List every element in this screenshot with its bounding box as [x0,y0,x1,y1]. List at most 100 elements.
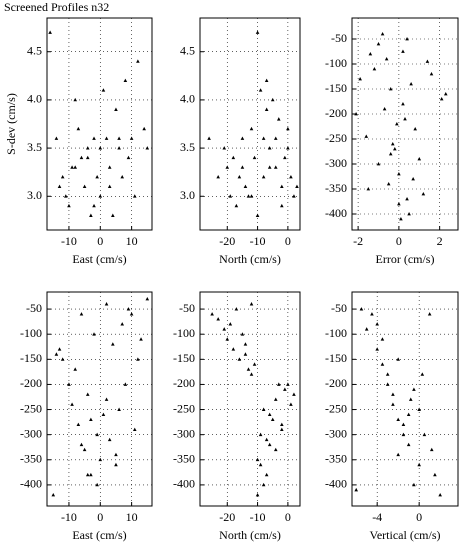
point [67,382,71,386]
point [57,347,62,351]
x-axis-label: Vertical (cm/s) [370,528,441,542]
x-tick-label: 10 [126,234,138,248]
point [411,177,415,181]
y-tick-label: -300 [173,426,195,440]
point [237,175,242,179]
point [85,472,90,477]
y-tick-label: 4.0 [180,92,195,106]
point [126,155,131,160]
point [391,392,395,396]
y-tick-label: -150 [325,351,347,365]
point [255,30,260,34]
point [117,407,121,411]
point [249,372,254,376]
point [258,432,263,437]
point [399,217,403,221]
point [98,457,103,462]
point [412,387,416,391]
x-tick-label: -20 [219,510,235,524]
point [273,165,278,169]
point [114,452,118,457]
point [136,357,140,361]
point [48,30,52,34]
point [264,78,269,83]
point [243,342,248,346]
point [95,482,99,487]
point [385,372,390,376]
point [51,492,56,497]
y-tick-label: -150 [20,351,42,365]
point [264,472,269,477]
point [401,102,405,106]
point [286,382,290,386]
point [225,337,230,341]
point [420,372,425,376]
point [375,347,379,351]
y-tick-label: -250 [173,401,195,415]
point [376,42,381,46]
point [391,402,395,406]
plot-frame [351,17,459,231]
point [397,202,401,206]
point [240,165,245,169]
point [222,327,227,331]
point [276,117,281,121]
y-tick-label: -100 [20,326,42,340]
point [289,402,293,406]
point [255,492,260,497]
point [67,203,71,208]
point [396,452,400,457]
point [104,136,109,140]
point [413,127,417,131]
point [280,203,284,208]
x-axis-label: East (cm/s) [72,252,126,266]
point [273,397,278,401]
point [60,357,65,361]
point [270,417,275,421]
point [246,194,251,198]
point [267,165,272,169]
point [216,317,220,321]
point [406,442,411,447]
y-tick-label: -250 [325,131,347,145]
point [237,357,242,361]
point [114,462,118,467]
point [358,77,362,81]
y-tick-label: -200 [325,106,347,120]
point [117,146,121,150]
y-tick-label: -100 [325,56,347,70]
point [89,213,93,217]
point [380,362,385,366]
point [283,387,287,391]
point [231,155,236,160]
y-tick-label: -400 [173,477,195,491]
point [364,327,369,331]
y-tick-label: -400 [325,206,347,220]
point [261,136,266,140]
point [385,382,390,386]
point [406,412,411,416]
x-tick-label: -10 [61,234,77,248]
point [79,442,84,447]
point [132,194,137,198]
point [421,192,426,196]
point [403,117,407,121]
point [425,59,430,63]
point [95,432,99,437]
point [429,72,434,76]
point [267,412,272,416]
point [246,367,251,371]
point [397,172,401,176]
plot-frame [351,291,459,507]
y-tick-label: -50 [331,301,347,315]
point [273,136,278,140]
point [267,442,272,447]
x-axis-label: North (cm/s) [219,528,281,542]
point [120,175,125,179]
x-axis-label: East (cm/s) [72,528,126,542]
point [286,126,290,131]
point [396,357,400,361]
point [79,312,84,316]
y-tick-label: -100 [325,326,347,340]
